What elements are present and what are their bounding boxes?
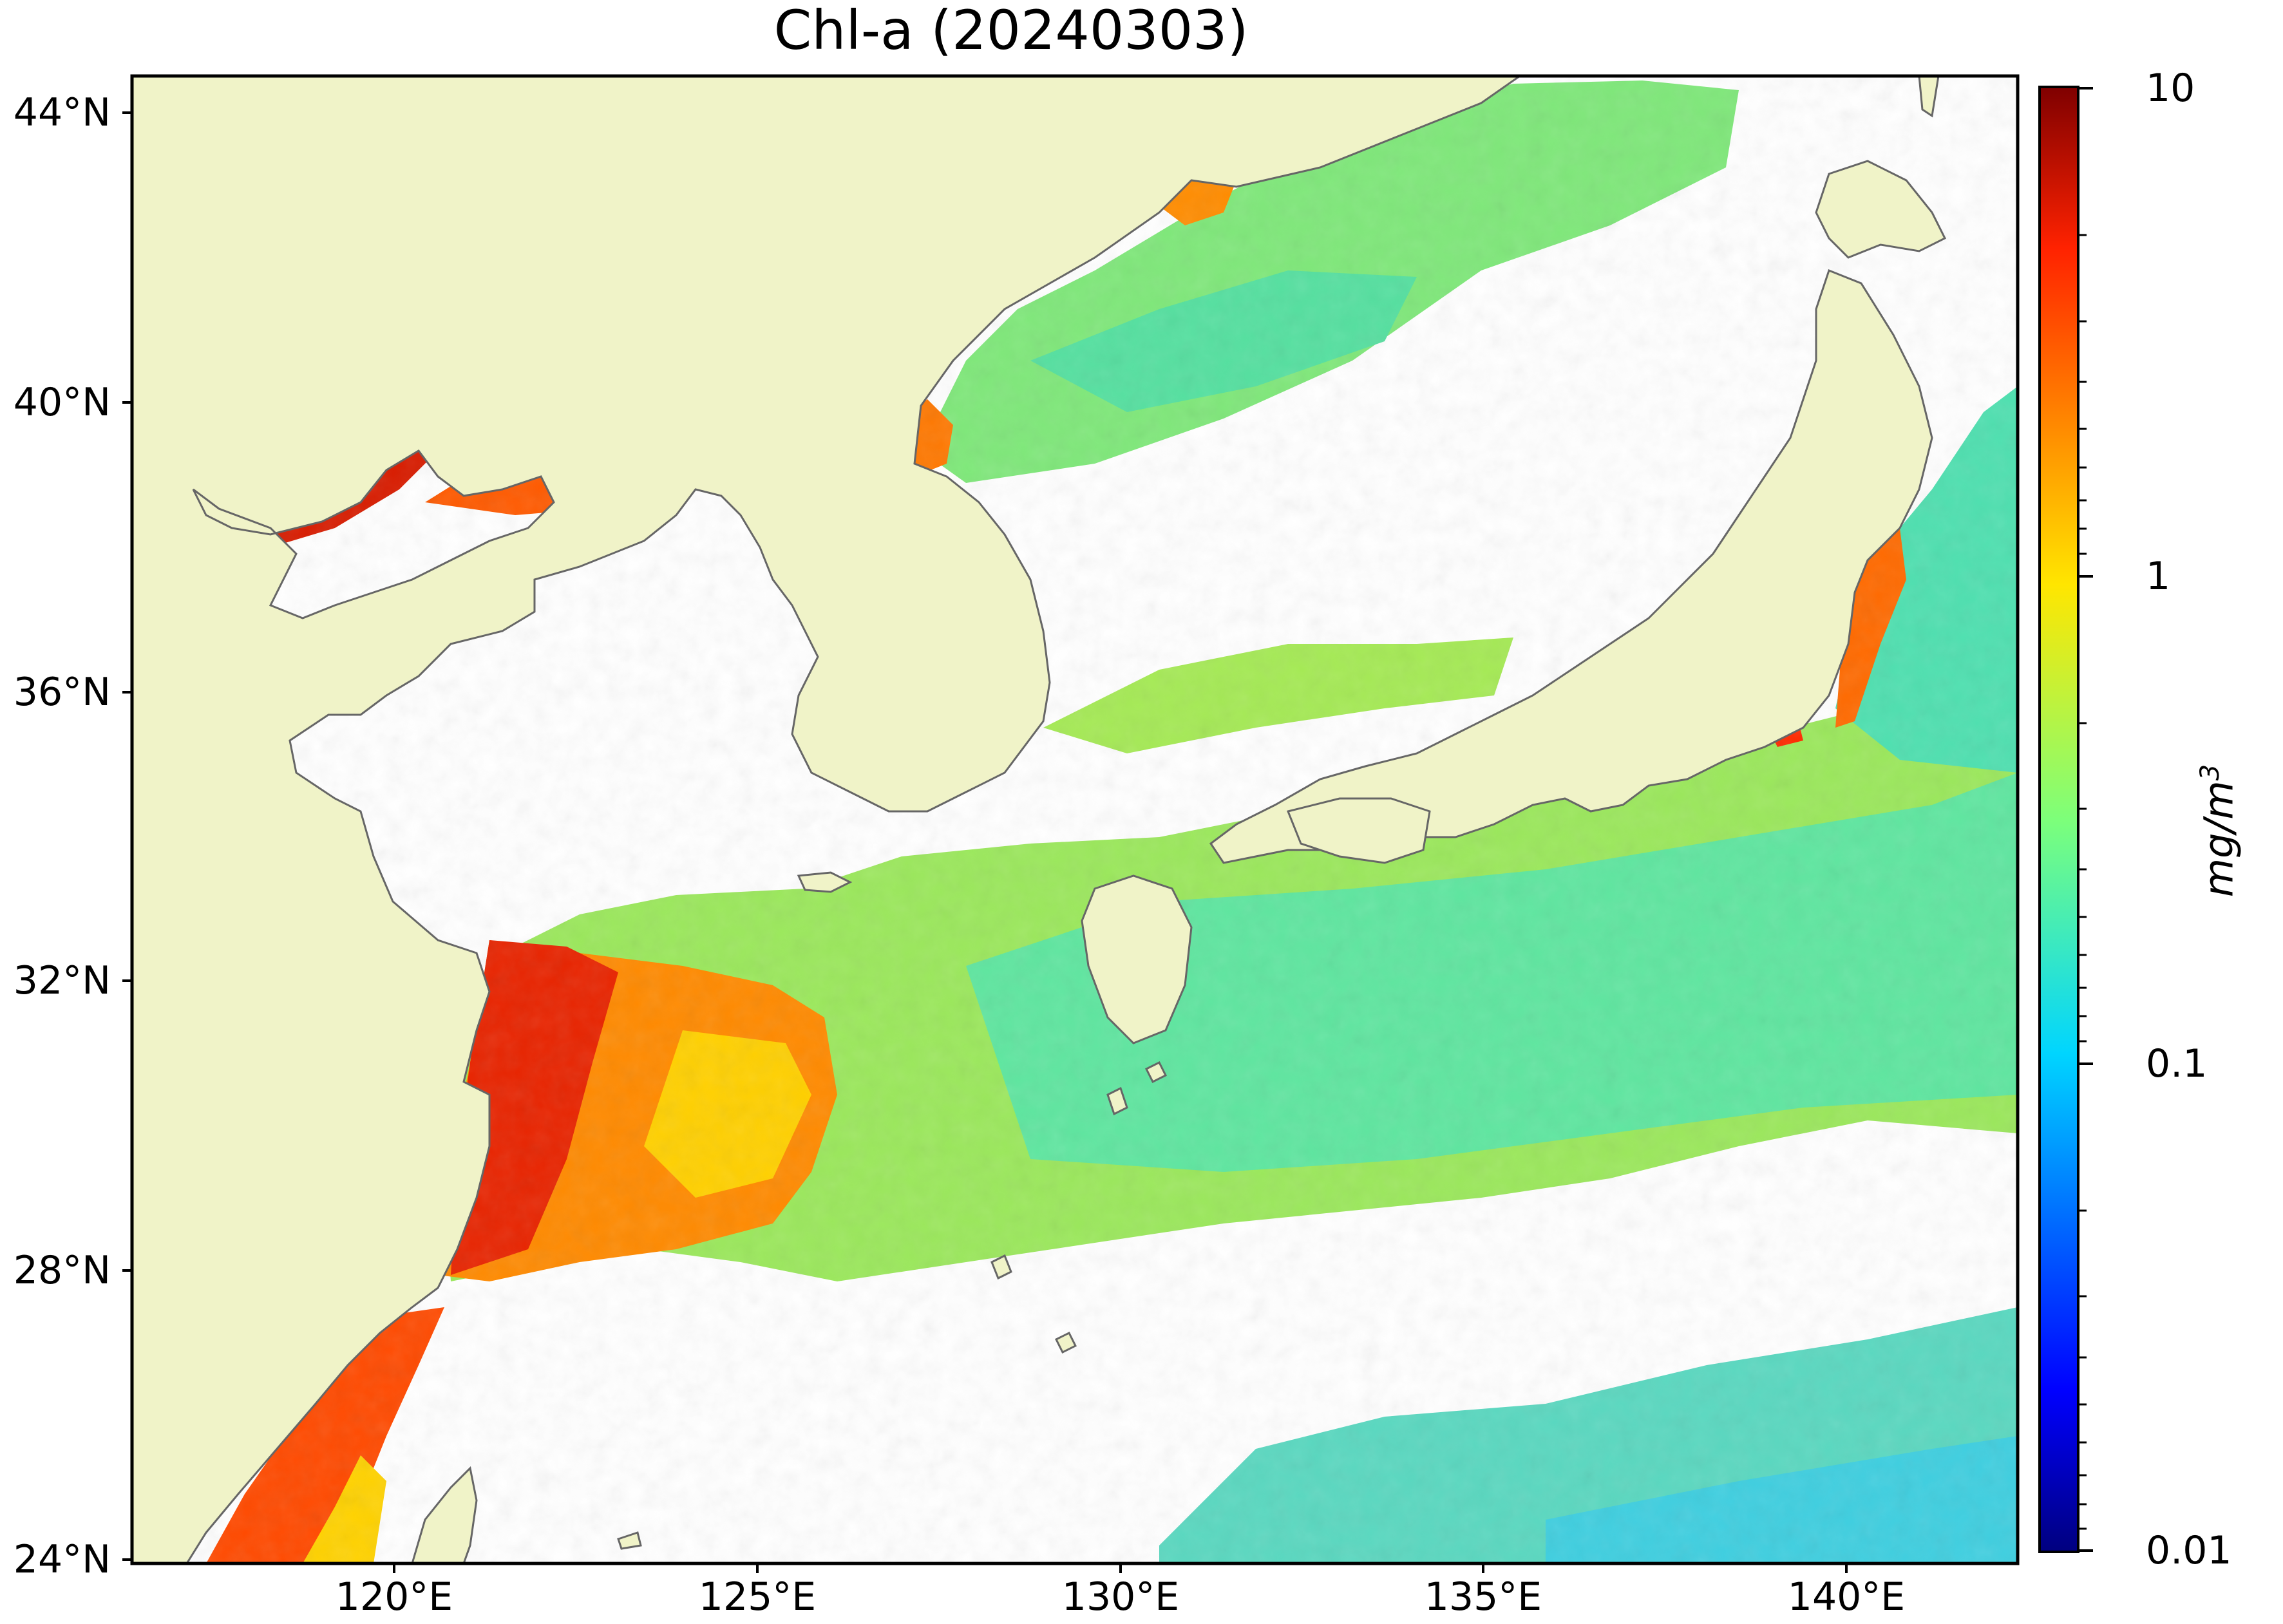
colorbar-tick-label: 0.1 (2146, 1041, 2208, 1086)
colorbar-unit-label: mg/m3 (2195, 764, 2242, 898)
unit-main: mg/m (2195, 780, 2242, 898)
map-frame (130, 74, 2020, 1565)
hokkaido (1815, 160, 1947, 259)
lat-label: 32°N (13, 958, 111, 1003)
colorbar-major-ticks (2078, 87, 2093, 1552)
lat-label: 24°N (13, 1537, 111, 1582)
sakhalin (1918, 76, 1940, 118)
lon-label: 140°E (1787, 1574, 1906, 1619)
lat-label: 36°N (13, 670, 111, 715)
land-masses (132, 76, 1947, 1563)
colorbar-minor-ticks (2078, 234, 2087, 1530)
map-panel (132, 76, 2018, 1563)
lon-label: 120°E (335, 1574, 453, 1619)
map-title: Chl-a (20240303) (773, 0, 1249, 62)
lat-ticks (122, 111, 132, 1561)
lon-label: 125°E (698, 1574, 817, 1619)
colorbar-tick-label: 10 (2146, 66, 2195, 111)
lat-label: 44°N (13, 90, 111, 135)
colorbar-tick-label: 1 (2146, 554, 2171, 599)
lat-label: 28°N (13, 1248, 111, 1293)
kyushu (1081, 874, 1193, 1044)
colorbar-tick-label: 0.01 (2146, 1528, 2232, 1573)
lat-label: 40°N (13, 380, 111, 425)
small-islands (617, 1061, 1168, 1550)
colorbar (2038, 86, 2079, 1553)
taiwan (411, 1466, 478, 1563)
shikoku (1286, 797, 1431, 864)
lon-ticks (393, 1563, 1848, 1573)
jeju (797, 871, 853, 893)
lon-label: 130°E (1061, 1574, 1180, 1619)
asian-mainland (132, 76, 1522, 1563)
unit-superscript: 3 (2195, 764, 2225, 781)
lon-label: 135°E (1424, 1574, 1542, 1619)
